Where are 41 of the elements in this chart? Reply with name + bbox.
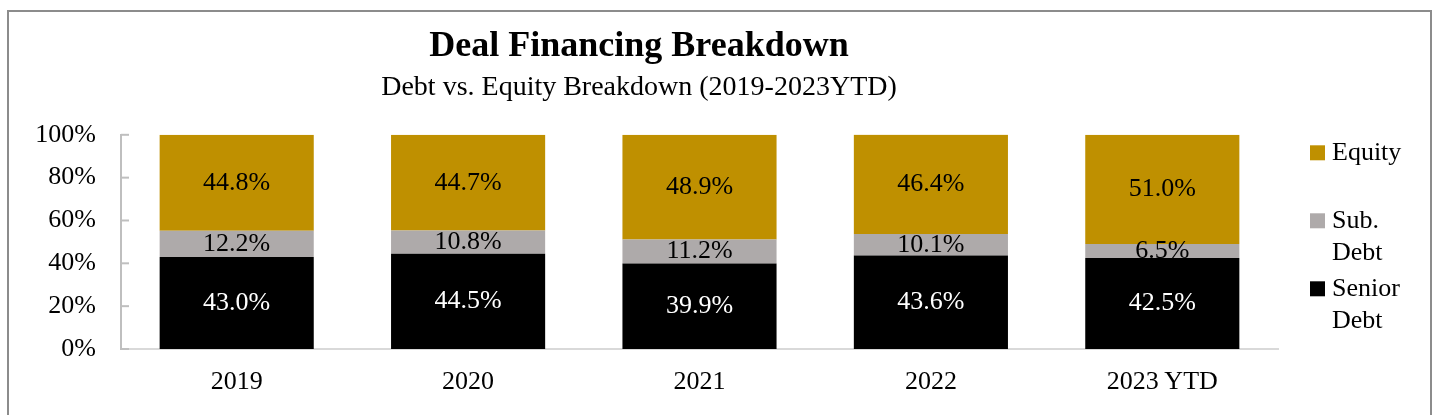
data-label: 44.5%: [434, 285, 502, 315]
y-tick-label: 60%: [48, 204, 96, 234]
legend-label: Sub. Debt: [1332, 204, 1384, 266]
y-tick-label: 0%: [61, 332, 96, 362]
y-tick-label: 100%: [35, 118, 96, 148]
x-tick-label: 2022: [904, 366, 957, 396]
data-label: 12.2%: [203, 227, 271, 257]
data-label: 10.8%: [434, 225, 502, 255]
bar: [391, 134, 546, 231]
chart-subtitle: Debt vs. Equity Breakdown (2019-2023YTD): [381, 70, 897, 102]
bar: [853, 134, 1008, 234]
x-tick-label: 2020: [442, 366, 495, 396]
data-label: 44.8%: [203, 166, 271, 196]
data-label: 11.2%: [666, 235, 733, 265]
bar: [391, 253, 546, 349]
y-tick-label: 20%: [48, 289, 96, 319]
data-label: 46.4%: [897, 168, 965, 198]
bar: [159, 256, 314, 349]
bar: [853, 255, 1008, 349]
legend-label: Senior Debt: [1332, 272, 1401, 334]
data-label: 43.6%: [897, 286, 965, 316]
data-label: 43.0%: [203, 286, 271, 316]
data-label: 51.0%: [1128, 173, 1196, 203]
data-label: 44.7%: [434, 166, 502, 196]
y-tick-label: 80%: [48, 161, 96, 191]
y-tick-label: 40%: [48, 247, 96, 277]
chart-title: Deal Financing Breakdown: [429, 23, 849, 64]
legend-label: Equity: [1332, 136, 1402, 166]
data-label: 39.9%: [665, 290, 734, 320]
data-label: 48.9%: [665, 171, 734, 200]
x-tick-label: 2023 YTD: [1106, 366, 1218, 396]
bar: [622, 134, 777, 240]
bar: [622, 239, 777, 264]
bar: [622, 263, 777, 349]
bar: [1085, 257, 1240, 349]
bar: [159, 134, 314, 231]
x-tick-label: 2021: [673, 366, 726, 396]
x-tick-label: 2019: [210, 366, 263, 396]
data-label: 10.1%: [897, 228, 965, 258]
data-label: 42.5%: [1128, 287, 1196, 317]
data-label: 6.5%: [1135, 234, 1190, 264]
